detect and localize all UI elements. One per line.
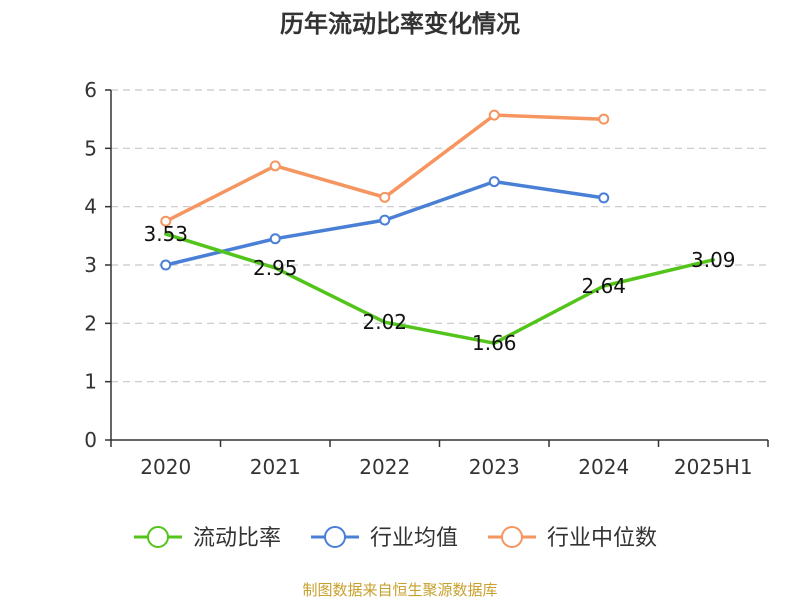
x-tick-label: 2023 [469,455,520,479]
x-tick-label: 2025H1 [674,455,753,479]
y-tick-label: 2 [84,311,97,335]
series-line-2 [164,113,606,224]
data-label: 2.64 [581,274,626,298]
data-labels: 3.53 2.95 2.02 1.66 2.64 3.09 [143,222,735,355]
gridlines [111,89,768,383]
legend-label: 行业中位数 [547,526,657,551]
data-point[interactable] [269,160,281,172]
y-tick-label: 5 [84,136,97,160]
legend-label: 行业均值 [370,526,458,551]
x-tick-label: 2021 [250,455,301,479]
y-tick-label: 6 [84,78,97,102]
y-tick-label: 3 [84,253,97,277]
y-tick-label: 1 [84,370,97,394]
series-line-0 [164,232,716,345]
data-point[interactable] [269,233,281,245]
legend-item-0[interactable]: 流动比率 [134,526,281,551]
legend-item-1[interactable]: 行业均值 [311,526,458,551]
data-label: 3.53 [143,222,188,246]
source-note: 制图数据来自恒生聚源数据库 [302,581,497,599]
legend-marker [147,526,169,548]
data-label: 1.66 [472,331,517,355]
legend-marker [501,526,523,548]
data-point[interactable] [160,259,172,271]
data-point[interactable] [488,176,500,188]
data-point[interactable] [598,192,610,204]
series-layer [160,109,716,345]
data-label: 2.95 [253,256,298,280]
x-tick-label: 2022 [359,455,410,479]
data-label: 2.02 [362,310,407,334]
x-tick-label: 2024 [578,455,629,479]
legend-item-2[interactable]: 行业中位数 [488,526,657,551]
x-tick-label: 2020 [140,455,191,479]
legend-label: 流动比率 [193,526,281,551]
x-axis-ticks: 2020 2021 2022 2023 2024 2025H1 [110,440,769,479]
data-label: 3.09 [691,248,736,272]
data-point[interactable] [379,191,391,203]
data-point[interactable] [379,214,391,226]
legend[interactable]: 流动比率 行业均值 行业中位数 [134,526,657,551]
y-axis-ticks: 0 1 2 3 4 5 6 [84,78,111,452]
legend-marker [324,526,346,548]
y-tick-label: 4 [84,195,97,219]
chart-title: 历年流动比率变化情况 [280,10,520,38]
y-tick-label: 0 [84,428,97,452]
data-point[interactable] [598,113,610,125]
data-point[interactable] [160,215,172,227]
data-point[interactable] [488,109,500,121]
